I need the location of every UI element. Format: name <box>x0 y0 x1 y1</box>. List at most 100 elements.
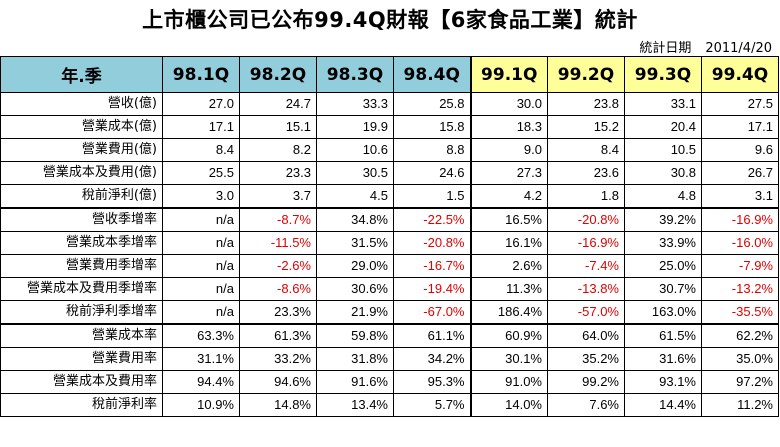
financial-table: 年.季 98.1Q 98.2Q 98.3Q 98.4Q 99.1Q 99.2Q … <box>0 56 779 417</box>
row-label: 營業成本及費用(億) <box>0 161 163 185</box>
table-cell: 31.1% <box>162 347 240 371</box>
table-cell: 8.4 <box>162 138 240 162</box>
row-label: 稅前淨利率 <box>0 393 163 417</box>
stat-date-value: 2011/4/20 <box>705 41 772 56</box>
table-cell: 11.2% <box>701 393 779 417</box>
table-cell: -2.6% <box>239 254 317 278</box>
table-cell: 61.5% <box>624 323 702 348</box>
table-cell: 8.8 <box>393 138 472 162</box>
table-cell: 33.2% <box>239 347 317 371</box>
table-row: 營業費用季增率 n/a -2.6% 29.0% -16.7% 2.6% -7.4% 25.0%… <box>0 254 779 278</box>
table-cell: 35.0% <box>701 347 779 371</box>
table-row: 營業費用率 31.1% 33.2% 31.8% 34.2% 30.1% 35.2% 31.6%… <box>0 347 779 371</box>
table-cell: 5.7% <box>393 393 472 417</box>
row-label: 營業成本及費用季增率 <box>0 277 163 301</box>
table-cell: -20.8% <box>393 231 472 255</box>
table-cell: 99.2% <box>547 370 625 394</box>
table-cell: 63.3% <box>162 323 240 348</box>
table-cell: -8.7% <box>239 207 317 232</box>
table-cell: -11.5% <box>239 231 317 255</box>
row-label: 營收季增率 <box>0 207 163 232</box>
table-cell: 20.4 <box>624 115 702 139</box>
table-cell: 27.0 <box>162 92 240 116</box>
header-quarter: 98.4Q <box>393 56 472 93</box>
table-cell: 94.6% <box>239 370 317 394</box>
table-cell: 17.1 <box>162 115 240 139</box>
table-cell: 163.0% <box>624 300 702 325</box>
table-cell: 30.6% <box>316 277 394 301</box>
table-cell: 30.8 <box>624 161 702 185</box>
table-row: 營收(億) 27.0 24.7 33.3 25.8 30.0 23.8 33.1 27.5 <box>0 92 779 116</box>
header-quarter: 98.2Q <box>239 56 317 93</box>
table-cell: 8.2 <box>239 138 317 162</box>
table-cell: -7.9% <box>701 254 779 278</box>
table-cell: n/a <box>162 277 240 301</box>
table-cell: -16.7% <box>393 254 472 278</box>
table-cell: 9.0 <box>470 138 548 162</box>
table-cell: 4.5 <box>316 184 394 209</box>
table-cell: 3.0 <box>162 184 240 209</box>
table-cell: 16.1% <box>470 231 548 255</box>
table-cell: 18.3 <box>470 115 548 139</box>
table-cell: -16.9% <box>547 231 625 255</box>
table-row: 稅前淨利(億) 3.0 3.7 4.5 1.5 4.2 1.8 4.8 3.1 <box>0 184 779 209</box>
table-cell: 14.4% <box>624 393 702 417</box>
table-cell: 25.8 <box>393 92 472 116</box>
table-cell: -22.5% <box>393 207 472 232</box>
row-label: 營業費用季增率 <box>0 254 163 278</box>
table-cell: -57.0% <box>547 300 625 325</box>
table-cell: 60.9% <box>470 323 548 348</box>
table-cell: 30.1% <box>470 347 548 371</box>
table-cell: 31.6% <box>624 347 702 371</box>
table-cell: 10.6 <box>316 138 394 162</box>
table-cell: 61.3% <box>239 323 317 348</box>
table-cell: 2.6% <box>470 254 548 278</box>
table-row: 稅前淨利率 10.9% 14.8% 13.4% 5.7% 14.0% 7.6% 14.4% 11… <box>0 393 779 417</box>
table-cell: -20.8% <box>547 207 625 232</box>
row-label: 稅前淨利(億) <box>0 184 163 209</box>
table-row: 營業費用(億) 8.4 8.2 10.6 8.8 9.0 8.4 10.5 9.6 <box>0 138 779 162</box>
table-cell: 26.7 <box>701 161 779 185</box>
table-cell: 17.1 <box>701 115 779 139</box>
table-cell: 21.9% <box>316 300 394 325</box>
header-row: 年.季 98.1Q 98.2Q 98.3Q 98.4Q 99.1Q 99.2Q … <box>0 56 779 93</box>
row-label: 稅前淨利季增率 <box>0 300 163 325</box>
table-cell: 8.4 <box>547 138 625 162</box>
table-cell: 10.9% <box>162 393 240 417</box>
table-cell: 29.0% <box>316 254 394 278</box>
table-cell: 27.3 <box>470 161 548 185</box>
table-cell: 94.4% <box>162 370 240 394</box>
table-cell: 31.5% <box>316 231 394 255</box>
table-cell: -8.6% <box>239 277 317 301</box>
table-cell: 15.1 <box>239 115 317 139</box>
row-label: 營業成本率 <box>0 323 163 348</box>
header-label: 年.季 <box>0 56 163 93</box>
table-row: 營收季增率 n/a -8.7% 34.8% -22.5% 16.5% -20.8% 39.2%… <box>0 207 779 232</box>
table-cell: 1.5 <box>393 184 472 209</box>
table-cell: 3.1 <box>701 184 779 209</box>
stat-date: 統計日期 2011/4/20 <box>639 37 772 56</box>
header-quarter: 99.2Q <box>547 56 625 93</box>
table-cell: 33.3 <box>316 92 394 116</box>
row-label: 營業成本及費用率 <box>0 370 163 394</box>
table-row: 稅前淨利季增率 n/a 23.3% 21.9% -67.0% 186.4% -57.0% 16… <box>0 300 779 325</box>
table-cell: 25.0% <box>624 254 702 278</box>
table-cell: -35.5% <box>701 300 779 325</box>
table-cell: -67.0% <box>393 300 472 325</box>
header-quarter: 99.3Q <box>624 56 702 93</box>
header-quarter: 98.1Q <box>162 56 240 93</box>
table-cell: 19.9 <box>316 115 394 139</box>
header-quarter: 99.4Q <box>701 56 779 93</box>
table-cell: 14.0% <box>470 393 548 417</box>
table-cell: 4.8 <box>624 184 702 209</box>
header-quarter: 99.1Q <box>470 56 548 93</box>
table-cell: 1.8 <box>547 184 625 209</box>
header-quarter: 98.3Q <box>316 56 394 93</box>
table-cell: 93.1% <box>624 370 702 394</box>
table-cell: 30.7% <box>624 277 702 301</box>
table-cell: 186.4% <box>470 300 548 325</box>
table-cell: 39.2% <box>624 207 702 232</box>
table-cell: 10.5 <box>624 138 702 162</box>
table-cell: 91.6% <box>316 370 394 394</box>
table-cell: n/a <box>162 300 240 325</box>
